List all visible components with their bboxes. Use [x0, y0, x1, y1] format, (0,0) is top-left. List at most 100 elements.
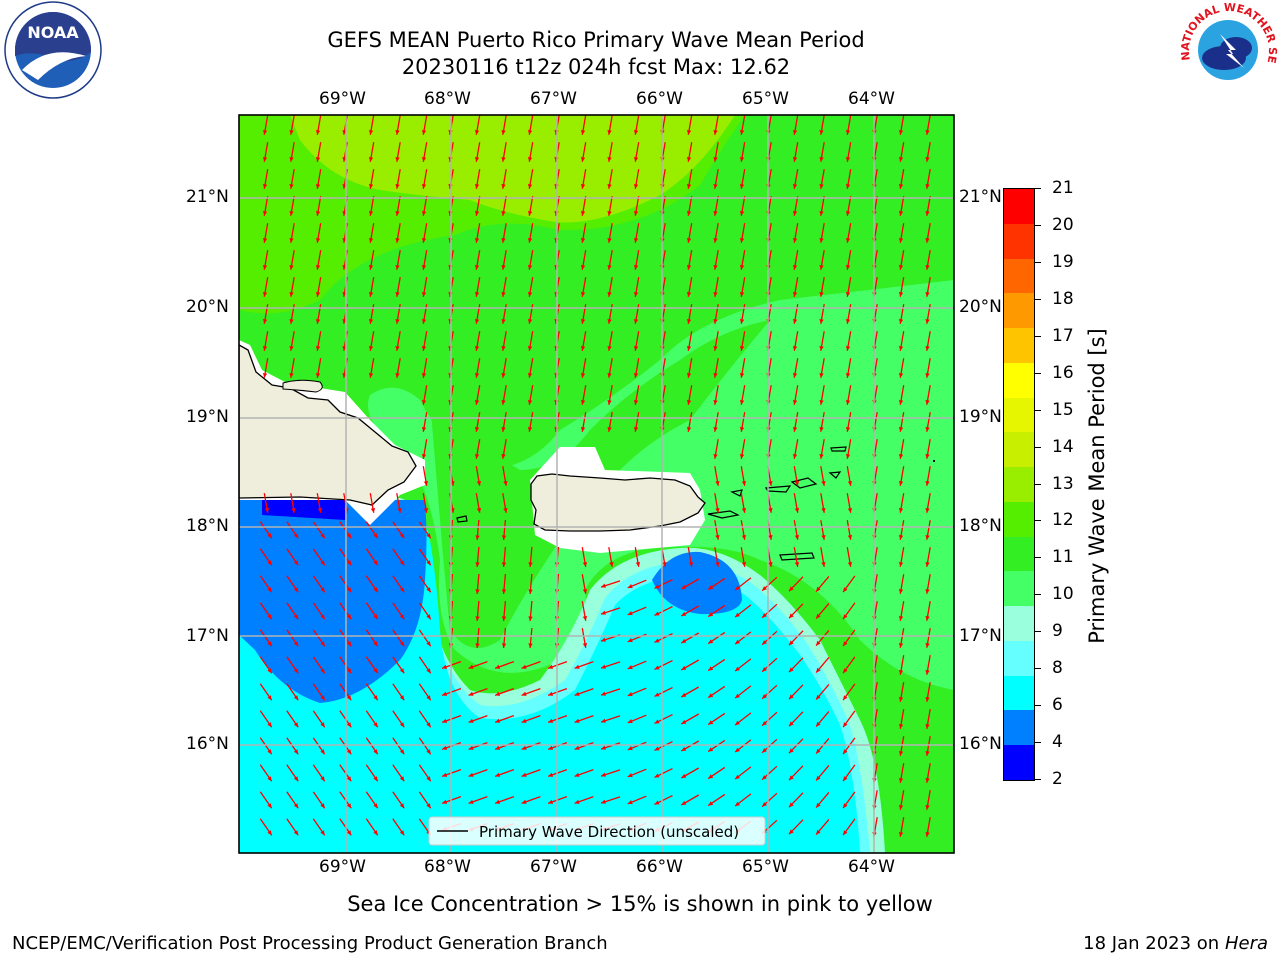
- wave-arrow: [259, 629, 273, 647]
- colorbar-segment: [1004, 536, 1034, 572]
- wave-arrow: [600, 607, 621, 615]
- wave-arrow: [475, 466, 482, 486]
- wave-arrow: [761, 711, 778, 727]
- lat-label-right-17: 17°N: [959, 626, 1002, 646]
- wave-arrow: [713, 277, 719, 297]
- wave-arrow: [739, 385, 746, 405]
- wave-arrow: [842, 737, 856, 755]
- wave-arrow: [654, 633, 673, 643]
- wave-arrow: [792, 331, 799, 351]
- wave-arrow: [574, 660, 594, 670]
- wave-arrow: [898, 547, 905, 567]
- wave-arrow: [925, 412, 931, 432]
- tortola-island: [790, 477, 818, 489]
- wave-arrow: [607, 196, 613, 216]
- wave-arrow: [842, 710, 856, 728]
- wave-arrow: [898, 790, 905, 810]
- wave-arrow: [418, 710, 432, 728]
- wave-arrow: [475, 573, 480, 595]
- wave-arrow: [925, 709, 931, 729]
- wave-arrow: [819, 412, 825, 432]
- wave-arrow: [788, 657, 804, 673]
- lon-label-top-69: 69°W: [319, 89, 366, 109]
- wave-arrow: [312, 791, 326, 809]
- wave-arrow: [846, 547, 853, 567]
- wave-arrow: [819, 439, 825, 459]
- graticule: [239, 115, 954, 853]
- wave-arrow: [654, 579, 673, 589]
- wave-arrow: [686, 115, 693, 135]
- wave-arrow: [501, 412, 507, 432]
- wave-arrow: [925, 655, 931, 675]
- wave-arrow: [418, 629, 432, 647]
- wave-arrow: [627, 714, 647, 724]
- wave-arrow: [392, 656, 405, 674]
- colorbar: [1003, 188, 1035, 781]
- wave-arrow: [474, 439, 481, 459]
- wave-arrow: [925, 331, 931, 351]
- wave-arrow: [581, 574, 588, 594]
- wave-arrow: [286, 548, 299, 566]
- lon-label-top-67: 67°W: [530, 89, 577, 109]
- wave-arrow: [925, 196, 931, 216]
- wave-arrow: [527, 277, 534, 297]
- wave-arrow: [842, 629, 856, 647]
- wave-arrow: [286, 764, 299, 782]
- wave-arrow: [286, 737, 299, 755]
- wave-arrow: [819, 358, 825, 378]
- wave-arrow: [315, 115, 322, 135]
- wave-arrow: [713, 385, 719, 405]
- wave-arrow: [474, 196, 481, 216]
- colorbar-tick-mark: [1034, 742, 1041, 744]
- wave-arrow: [600, 796, 621, 804]
- lat-label-right-16: 16°N: [959, 734, 1002, 754]
- colorbar-tick-label: 18: [1052, 288, 1074, 309]
- colorbar-tick-mark: [1034, 557, 1041, 559]
- wave-arrow: [707, 631, 726, 645]
- wave-arrow: [262, 358, 269, 378]
- wave-arrow: [707, 577, 726, 591]
- wave-arrow: [898, 142, 905, 162]
- colorbar-tick-label: 13: [1052, 473, 1074, 494]
- wave-arrow: [315, 142, 322, 162]
- wave-arrow: [633, 358, 640, 378]
- wave-arrow: [521, 795, 541, 805]
- wave-arrow: [686, 331, 693, 351]
- wave-arrow: [289, 169, 295, 189]
- wave-arrow: [365, 737, 379, 755]
- wave-arrow: [421, 223, 428, 243]
- wave-arrow: [925, 520, 931, 540]
- wave-arrow: [312, 764, 326, 782]
- wave-arrow: [898, 277, 905, 297]
- wave-arrow: [633, 169, 640, 189]
- wave-arrow: [819, 331, 825, 351]
- wave-arrow: [468, 660, 488, 670]
- wave-arrow: [286, 683, 299, 701]
- wave-arrow: [474, 331, 481, 351]
- colorbar-tick-label: 10: [1052, 584, 1074, 605]
- wave-arrow: [842, 602, 856, 620]
- wave-arrow: [687, 547, 694, 567]
- colorbar-tick-mark: [1034, 483, 1041, 485]
- colorbar-segment: [1004, 362, 1034, 399]
- wave-arrow: [792, 412, 799, 432]
- wave-arrow: [395, 115, 401, 135]
- lon-label-top-68: 68°W: [424, 89, 471, 109]
- lon-label-bottom-69: 69°W: [319, 857, 366, 877]
- wave-arrow: [627, 606, 647, 616]
- wave-arrow: [898, 169, 905, 189]
- wave-arrow: [654, 795, 673, 805]
- wave-arrow: [368, 250, 375, 270]
- wave-arrow: [474, 277, 481, 297]
- wave-arrow: [418, 683, 432, 701]
- wave-arrow: [686, 385, 693, 405]
- lon-label-bottom-67: 67°W: [530, 857, 577, 877]
- lon-label-bottom-64: 64°W: [848, 857, 895, 877]
- wave-arrow: [395, 358, 401, 378]
- wave-arrow: [312, 521, 326, 539]
- wave-arrow: [898, 385, 905, 405]
- colorbar-tick-label: 15: [1052, 399, 1074, 420]
- wave-arrow: [368, 277, 375, 297]
- wave-arrow: [312, 629, 326, 647]
- wave-arrow: [521, 714, 541, 724]
